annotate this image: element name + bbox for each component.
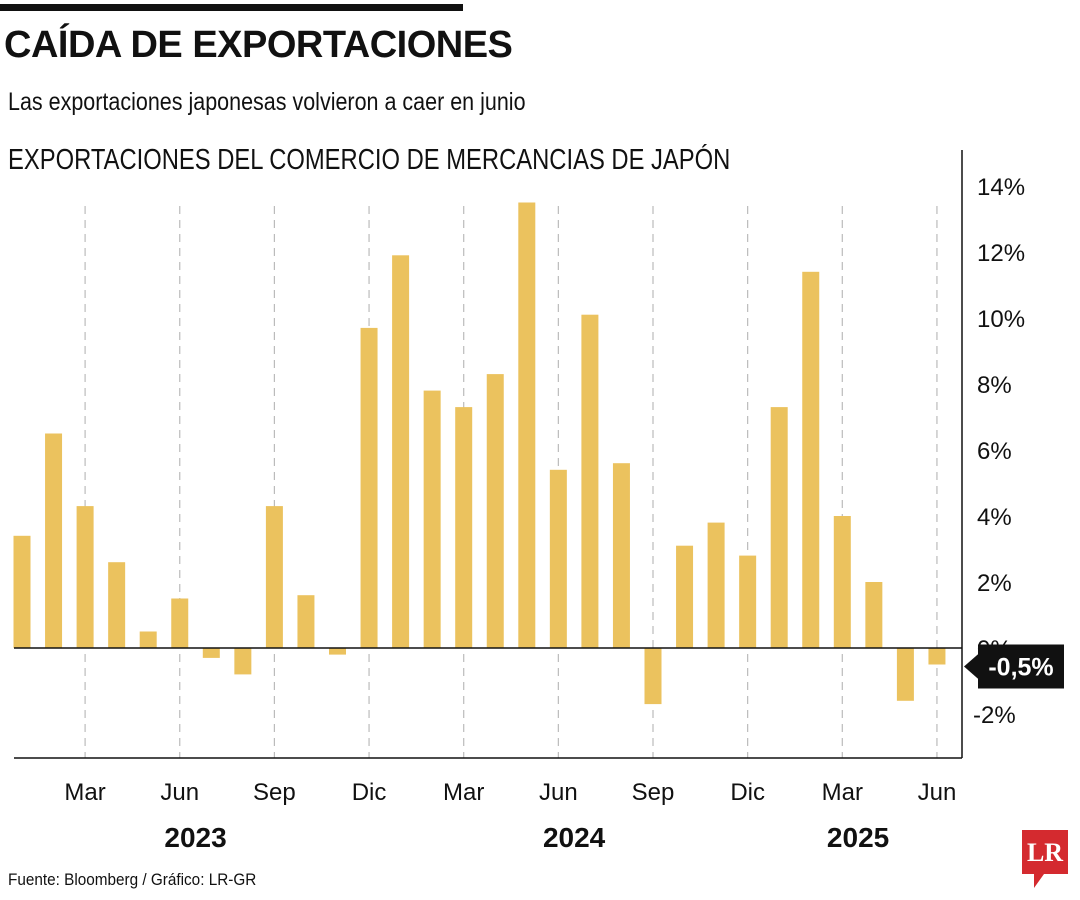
- bar-23: [707, 522, 725, 648]
- top-rule: [0, 4, 463, 11]
- callout-pointer: [964, 652, 980, 681]
- x-tick-label-4: Dic: [352, 779, 387, 806]
- bar-9: [265, 506, 283, 648]
- bar-30: [928, 648, 946, 665]
- bar-1: [13, 535, 31, 648]
- y-tick-label-3: 10%: [977, 306, 1025, 333]
- y-tick-label-1: 14%: [977, 174, 1025, 201]
- x-tick-label-6: Jun: [539, 779, 578, 806]
- bar-24: [739, 555, 757, 648]
- bar-15: [455, 407, 473, 648]
- x-tick-label-2: Jun: [160, 779, 199, 806]
- bar-29: [896, 648, 914, 701]
- year-label-1: 2023: [164, 822, 226, 853]
- bar-14: [423, 390, 441, 648]
- y-tick-label-2: 12%: [977, 240, 1025, 267]
- x-tick-label-5: Mar: [443, 779, 484, 806]
- callout-box: [978, 644, 1064, 689]
- bar-8: [234, 648, 252, 675]
- lr-logo: LR: [1022, 830, 1068, 888]
- year-label-3: 2025: [827, 822, 889, 853]
- x-tick-label-10: Jun: [918, 779, 957, 806]
- bar-11: [329, 648, 346, 655]
- bar-6: [171, 598, 189, 648]
- x-tick-label-1: Mar: [64, 779, 105, 806]
- page-subtitle: Las exportaciones japonesas volvieron a …: [8, 88, 526, 116]
- bar-26: [802, 271, 820, 648]
- y-tick-label-9: -2%: [973, 702, 1016, 729]
- lr-logo-badge: [1022, 830, 1068, 888]
- bar-27: [833, 516, 851, 648]
- bar-12: [360, 327, 378, 648]
- page-title: CAÍDA DE EXPORTACIONES: [4, 24, 513, 66]
- y-tick-label-5: 6%: [977, 438, 1012, 465]
- y-tick-label-6: 4%: [977, 504, 1012, 531]
- bar-17: [518, 202, 536, 648]
- bar-10: [297, 595, 315, 648]
- x-tick-label-9: Mar: [822, 779, 863, 806]
- y-tick-label-7: 2%: [977, 570, 1012, 597]
- source-note: Fuente: Bloomberg / Gráfico: LR-GR: [8, 870, 257, 889]
- lr-logo-shape: [1022, 830, 1068, 888]
- bar-21: [644, 648, 662, 705]
- lr-logo-text: LR: [1026, 838, 1064, 867]
- bar-20: [612, 463, 630, 648]
- y-tick-label-4: 8%: [977, 372, 1012, 399]
- x-tick-label-8: Dic: [730, 779, 765, 806]
- x-tick-label-7: Sep: [632, 779, 675, 806]
- bar-19: [581, 314, 599, 648]
- bar-22: [676, 545, 694, 648]
- bar-2: [45, 433, 63, 648]
- bar-18: [549, 469, 567, 648]
- bar-7: [202, 648, 220, 658]
- chart-title: EXPORTACIONES DEL COMERCIO DE MERCANCIAS…: [8, 144, 731, 176]
- callout-label: -0,5%: [988, 654, 1053, 682]
- bar-3: [76, 506, 94, 648]
- bar-25: [770, 407, 788, 648]
- year-label-2: 2024: [543, 822, 606, 853]
- bar-28: [865, 582, 883, 648]
- bar-5: [139, 631, 157, 648]
- bar-16: [486, 374, 504, 648]
- bar-4: [108, 562, 126, 648]
- x-tick-label-3: Sep: [253, 779, 296, 806]
- bar-13: [392, 255, 410, 649]
